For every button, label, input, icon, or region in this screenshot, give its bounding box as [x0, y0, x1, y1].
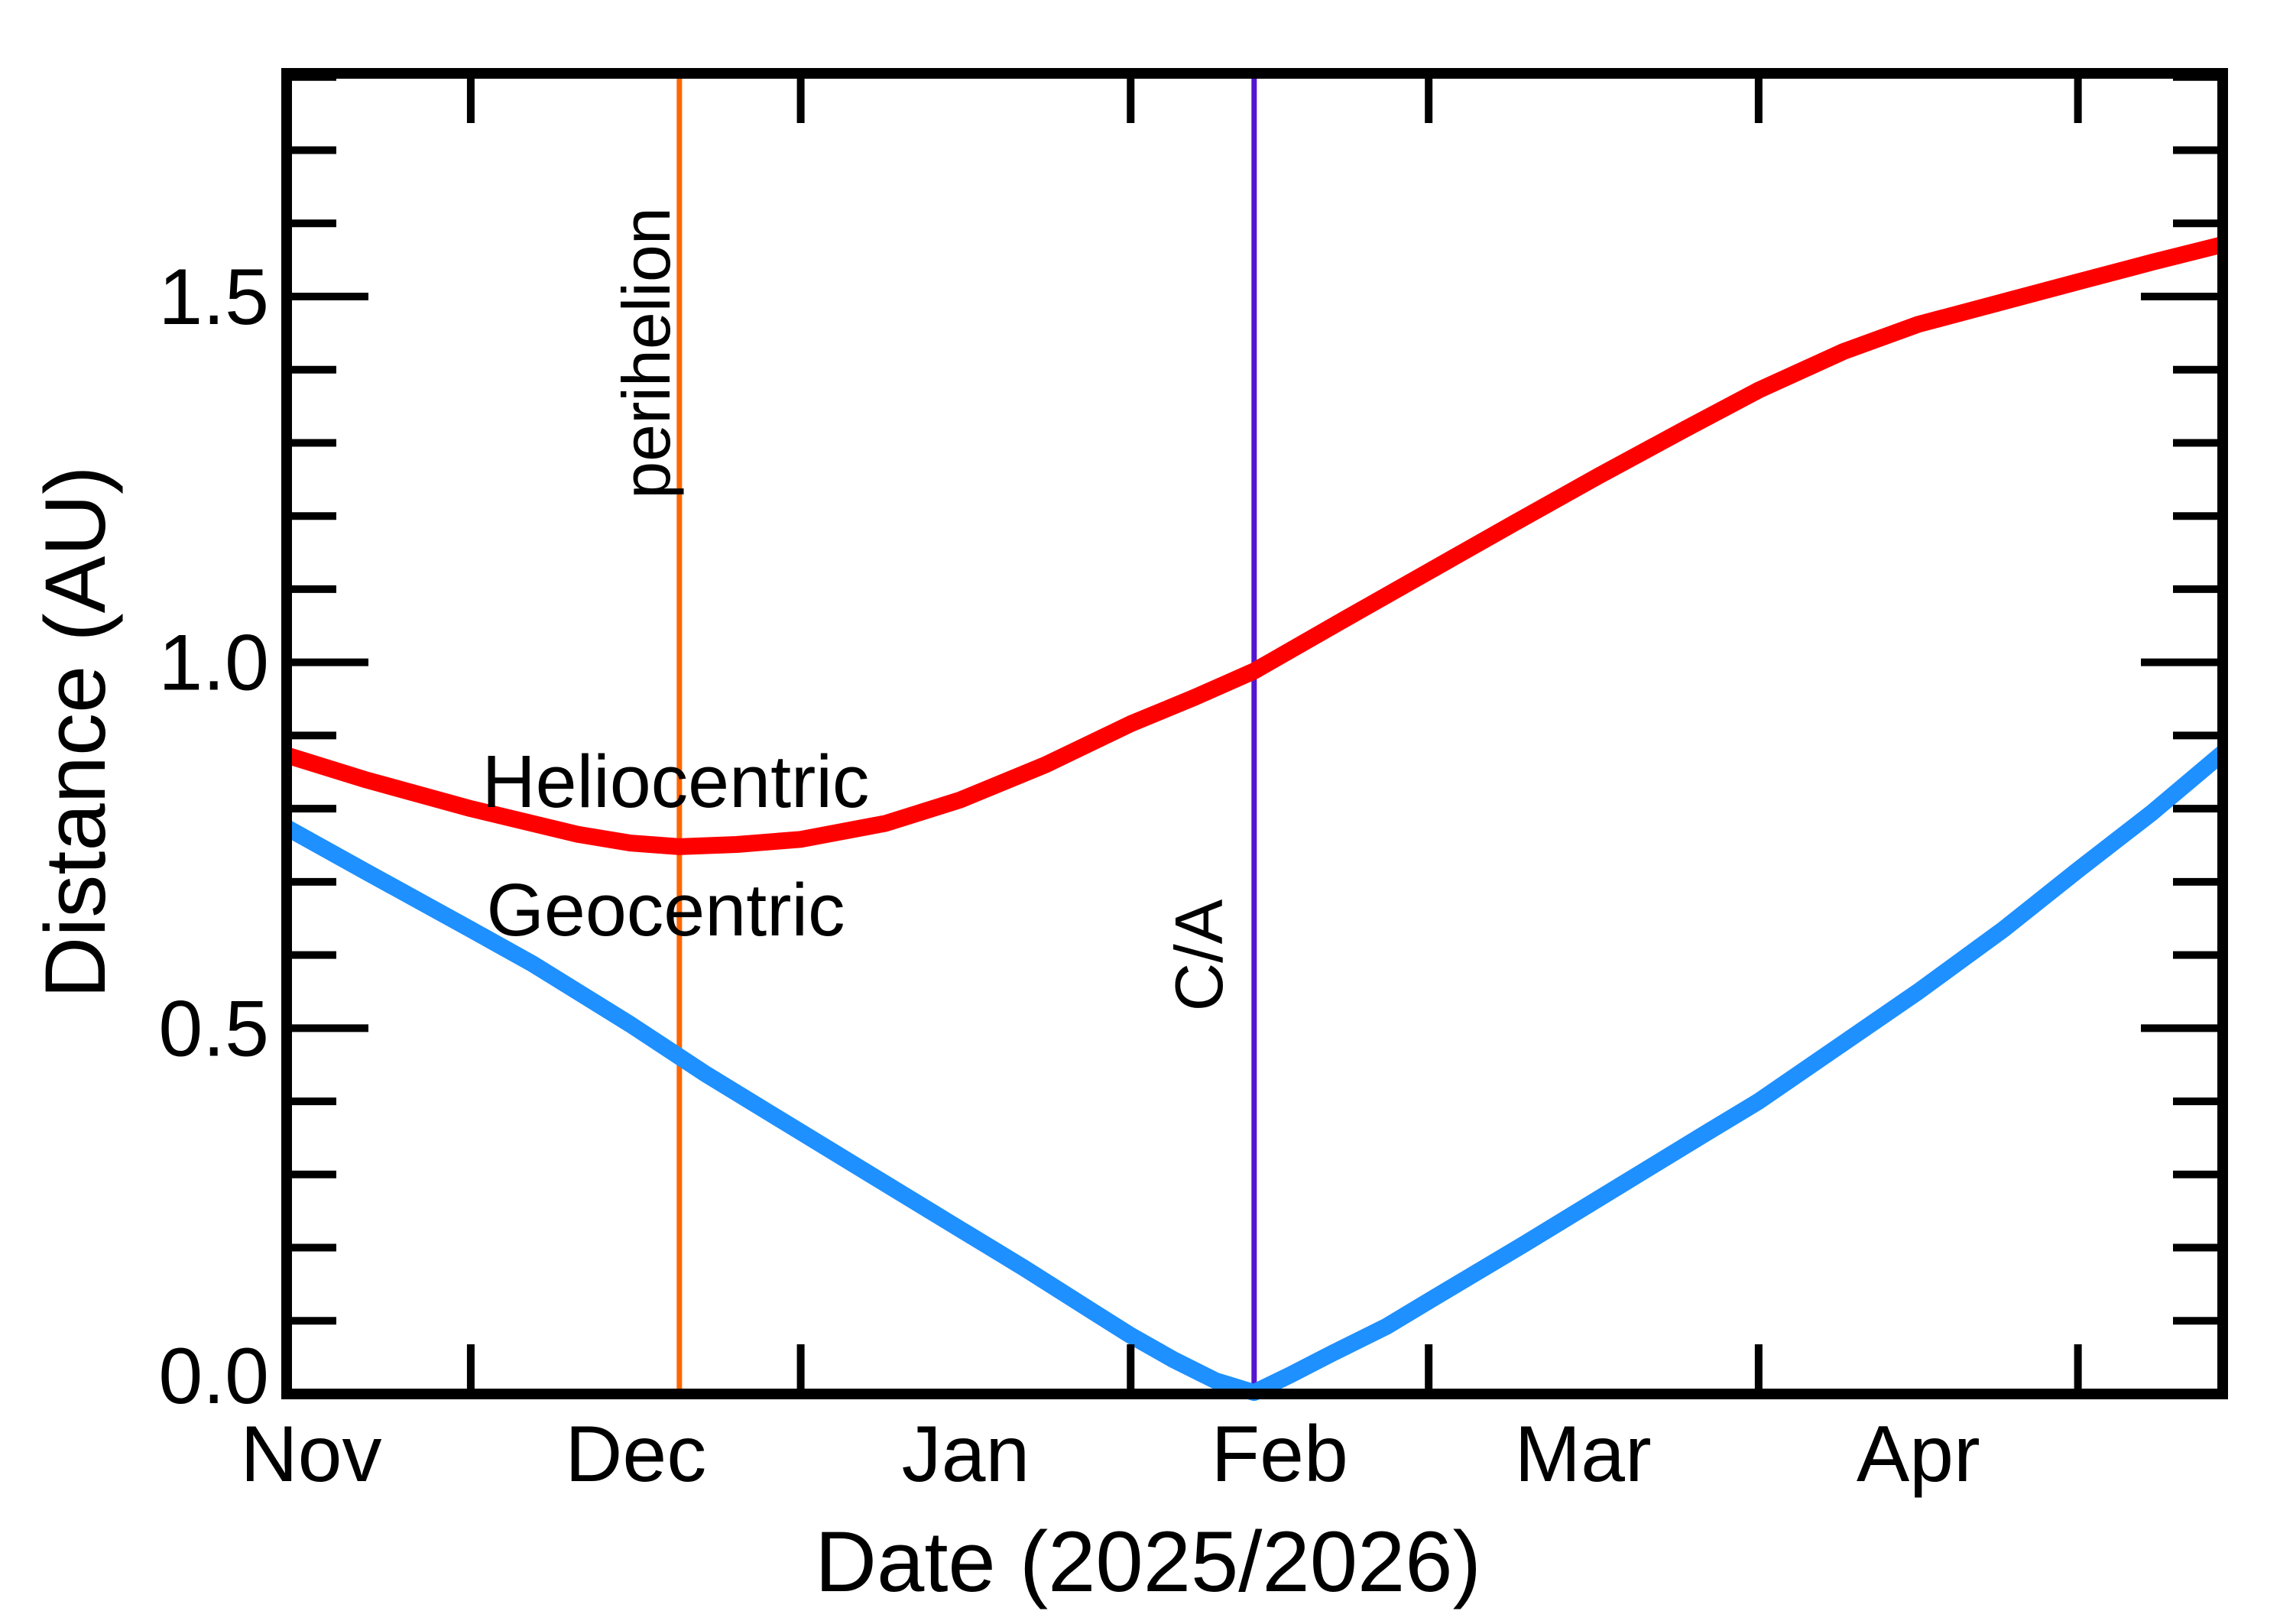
month-label-apr: Apr — [1857, 1410, 1980, 1499]
y-tick-label-1_5: 1.5 — [158, 253, 269, 342]
heliocentric-label: Heliocentric — [482, 740, 870, 823]
x-axis-title: Date (2025/2026) — [815, 1514, 1481, 1609]
month-label-feb: Feb — [1211, 1410, 1348, 1499]
month-label-jan: Jan — [902, 1410, 1030, 1499]
perihelion-label: perihelion — [608, 207, 684, 499]
plot-frame — [281, 68, 2228, 1399]
y-tick-label-0: 0.0 — [158, 1332, 269, 1421]
axis-ticks — [292, 73, 2217, 1389]
month-label-dec: Dec — [565, 1410, 706, 1499]
y-axis-title: Distance (AU) — [28, 465, 123, 998]
month-label-nov: Nov — [241, 1410, 382, 1499]
heliocentric-curve — [284, 236, 2225, 855]
ca-label: C/A — [1161, 899, 1237, 1011]
geocentric-label: Geocentric — [486, 868, 845, 951]
y-tick-label-1_0: 1.0 — [158, 619, 269, 708]
y-tick-label-0_5: 0.5 — [158, 984, 269, 1073]
month-label-mar: Mar — [1515, 1410, 1652, 1499]
